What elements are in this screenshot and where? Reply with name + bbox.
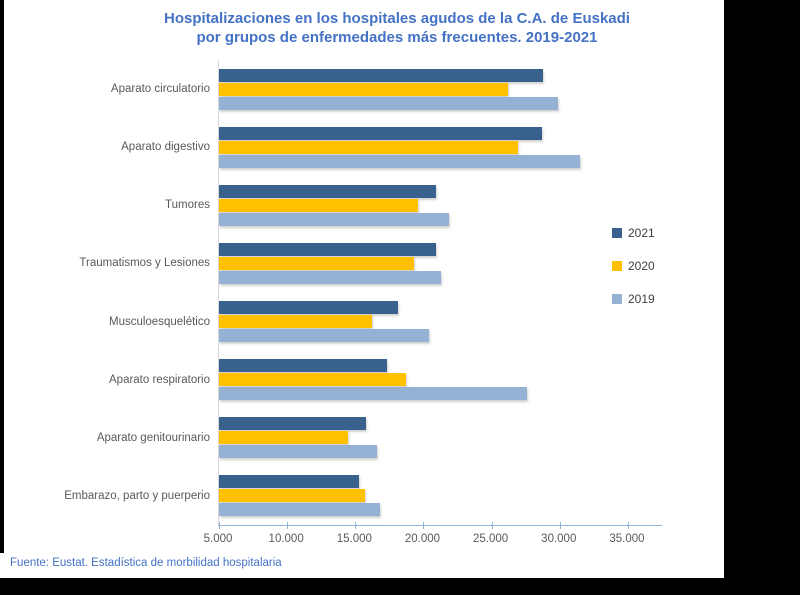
x-axis-tick xyxy=(355,522,357,529)
category-label: Aparato circulatorio xyxy=(110,83,210,95)
bar-2020-category-0 xyxy=(219,82,508,96)
x-axis-tick xyxy=(559,522,561,529)
chart-title-line2: por grupos de enfermedades más frecuente… xyxy=(196,29,598,46)
bar-2021-category-2 xyxy=(219,184,436,198)
legend-swatch-icon xyxy=(612,261,622,271)
bar-2020-category-1 xyxy=(219,140,518,154)
legend-label: 2021 xyxy=(628,226,655,240)
x-axis-tick-label: 35.000 xyxy=(609,533,645,545)
legend-swatch-icon xyxy=(612,294,622,304)
bar-2021-category-3 xyxy=(219,242,436,256)
bar-2019-category-6 xyxy=(219,445,378,459)
bar-2021-category-0 xyxy=(219,68,544,82)
bar-2019-category-0 xyxy=(219,96,559,110)
x-axis-tick-label: 20.000 xyxy=(404,533,441,545)
bar-2021-category-6 xyxy=(219,417,367,431)
category-label: Traumatismos y Lesiones xyxy=(79,257,210,270)
bar-2021-category-4 xyxy=(219,301,398,315)
x-axis-tick-label: 25.000 xyxy=(473,533,509,545)
x-axis-tick xyxy=(627,522,629,529)
left-black-strip xyxy=(0,0,4,553)
plot-area xyxy=(218,60,662,529)
bar-2019-category-3 xyxy=(219,270,442,284)
x-axis-tick-label: 10.000 xyxy=(268,533,304,545)
bar-2020-category-4 xyxy=(219,315,372,329)
category-label: Aparato respiratorio xyxy=(109,373,210,386)
x-axis-tick xyxy=(287,522,289,529)
bar-2021-category-7 xyxy=(219,475,360,489)
legend: 2021 2020 2019 xyxy=(612,227,655,326)
bar-2020-category-6 xyxy=(219,431,349,445)
chart-title: Hospitalizaciones en los hospitales agud… xyxy=(90,9,704,47)
bar-2021-category-1 xyxy=(219,126,543,140)
category-label: Musculoesquelético xyxy=(108,315,210,328)
category-label: Aparato digestivo xyxy=(121,141,210,154)
category-label: Embarazo, parto y puerperio xyxy=(64,489,210,502)
category-axis: Aparato circulatorio Aparato digestivo Tum… xyxy=(0,0,210,578)
bar-2020-category-7 xyxy=(219,489,365,503)
legend-label: 2020 xyxy=(628,259,655,273)
x-axis-tick-label: 5.000 xyxy=(203,533,233,545)
source-note: Fuente: Eustat. Estadística de morbilida… xyxy=(10,557,282,569)
bar-2019-category-4 xyxy=(219,329,429,343)
bar-2020-category-5 xyxy=(219,373,406,387)
bar-2019-category-7 xyxy=(219,503,380,517)
x-axis-tick-labels: 5.000 10.000 15.000 20.000 25.000 30.000 35.00… xyxy=(204,533,661,551)
legend-item-2021: 2021 xyxy=(612,227,655,239)
bar-2020-category-3 xyxy=(219,256,414,270)
x-axis-tick-label: 15.000 xyxy=(336,533,372,545)
bar-2021-category-5 xyxy=(219,359,387,373)
x-axis-tick xyxy=(423,522,425,529)
bar-2019-category-5 xyxy=(219,387,528,401)
bar-2019-category-1 xyxy=(219,154,581,168)
chart-canvas: Hospitalizaciones en los hospitales agud… xyxy=(0,0,724,578)
bar-2020-category-2 xyxy=(219,198,418,212)
bar-2019-category-2 xyxy=(219,212,450,226)
category-label: Aparato genitourinario xyxy=(96,431,210,444)
x-axis-tick xyxy=(219,522,220,529)
legend-label: 2019 xyxy=(628,292,655,306)
x-axis-tick-label: 30.000 xyxy=(541,533,577,545)
x-axis-tick xyxy=(491,522,493,529)
chart-title-line1: Hospitalizaciones en los hospitales agud… xyxy=(164,10,630,27)
legend-swatch-icon xyxy=(612,228,622,238)
category-label: Tumores xyxy=(165,199,210,212)
legend-item-2019: 2019 xyxy=(612,293,655,305)
legend-item-2020: 2020 xyxy=(612,260,655,272)
